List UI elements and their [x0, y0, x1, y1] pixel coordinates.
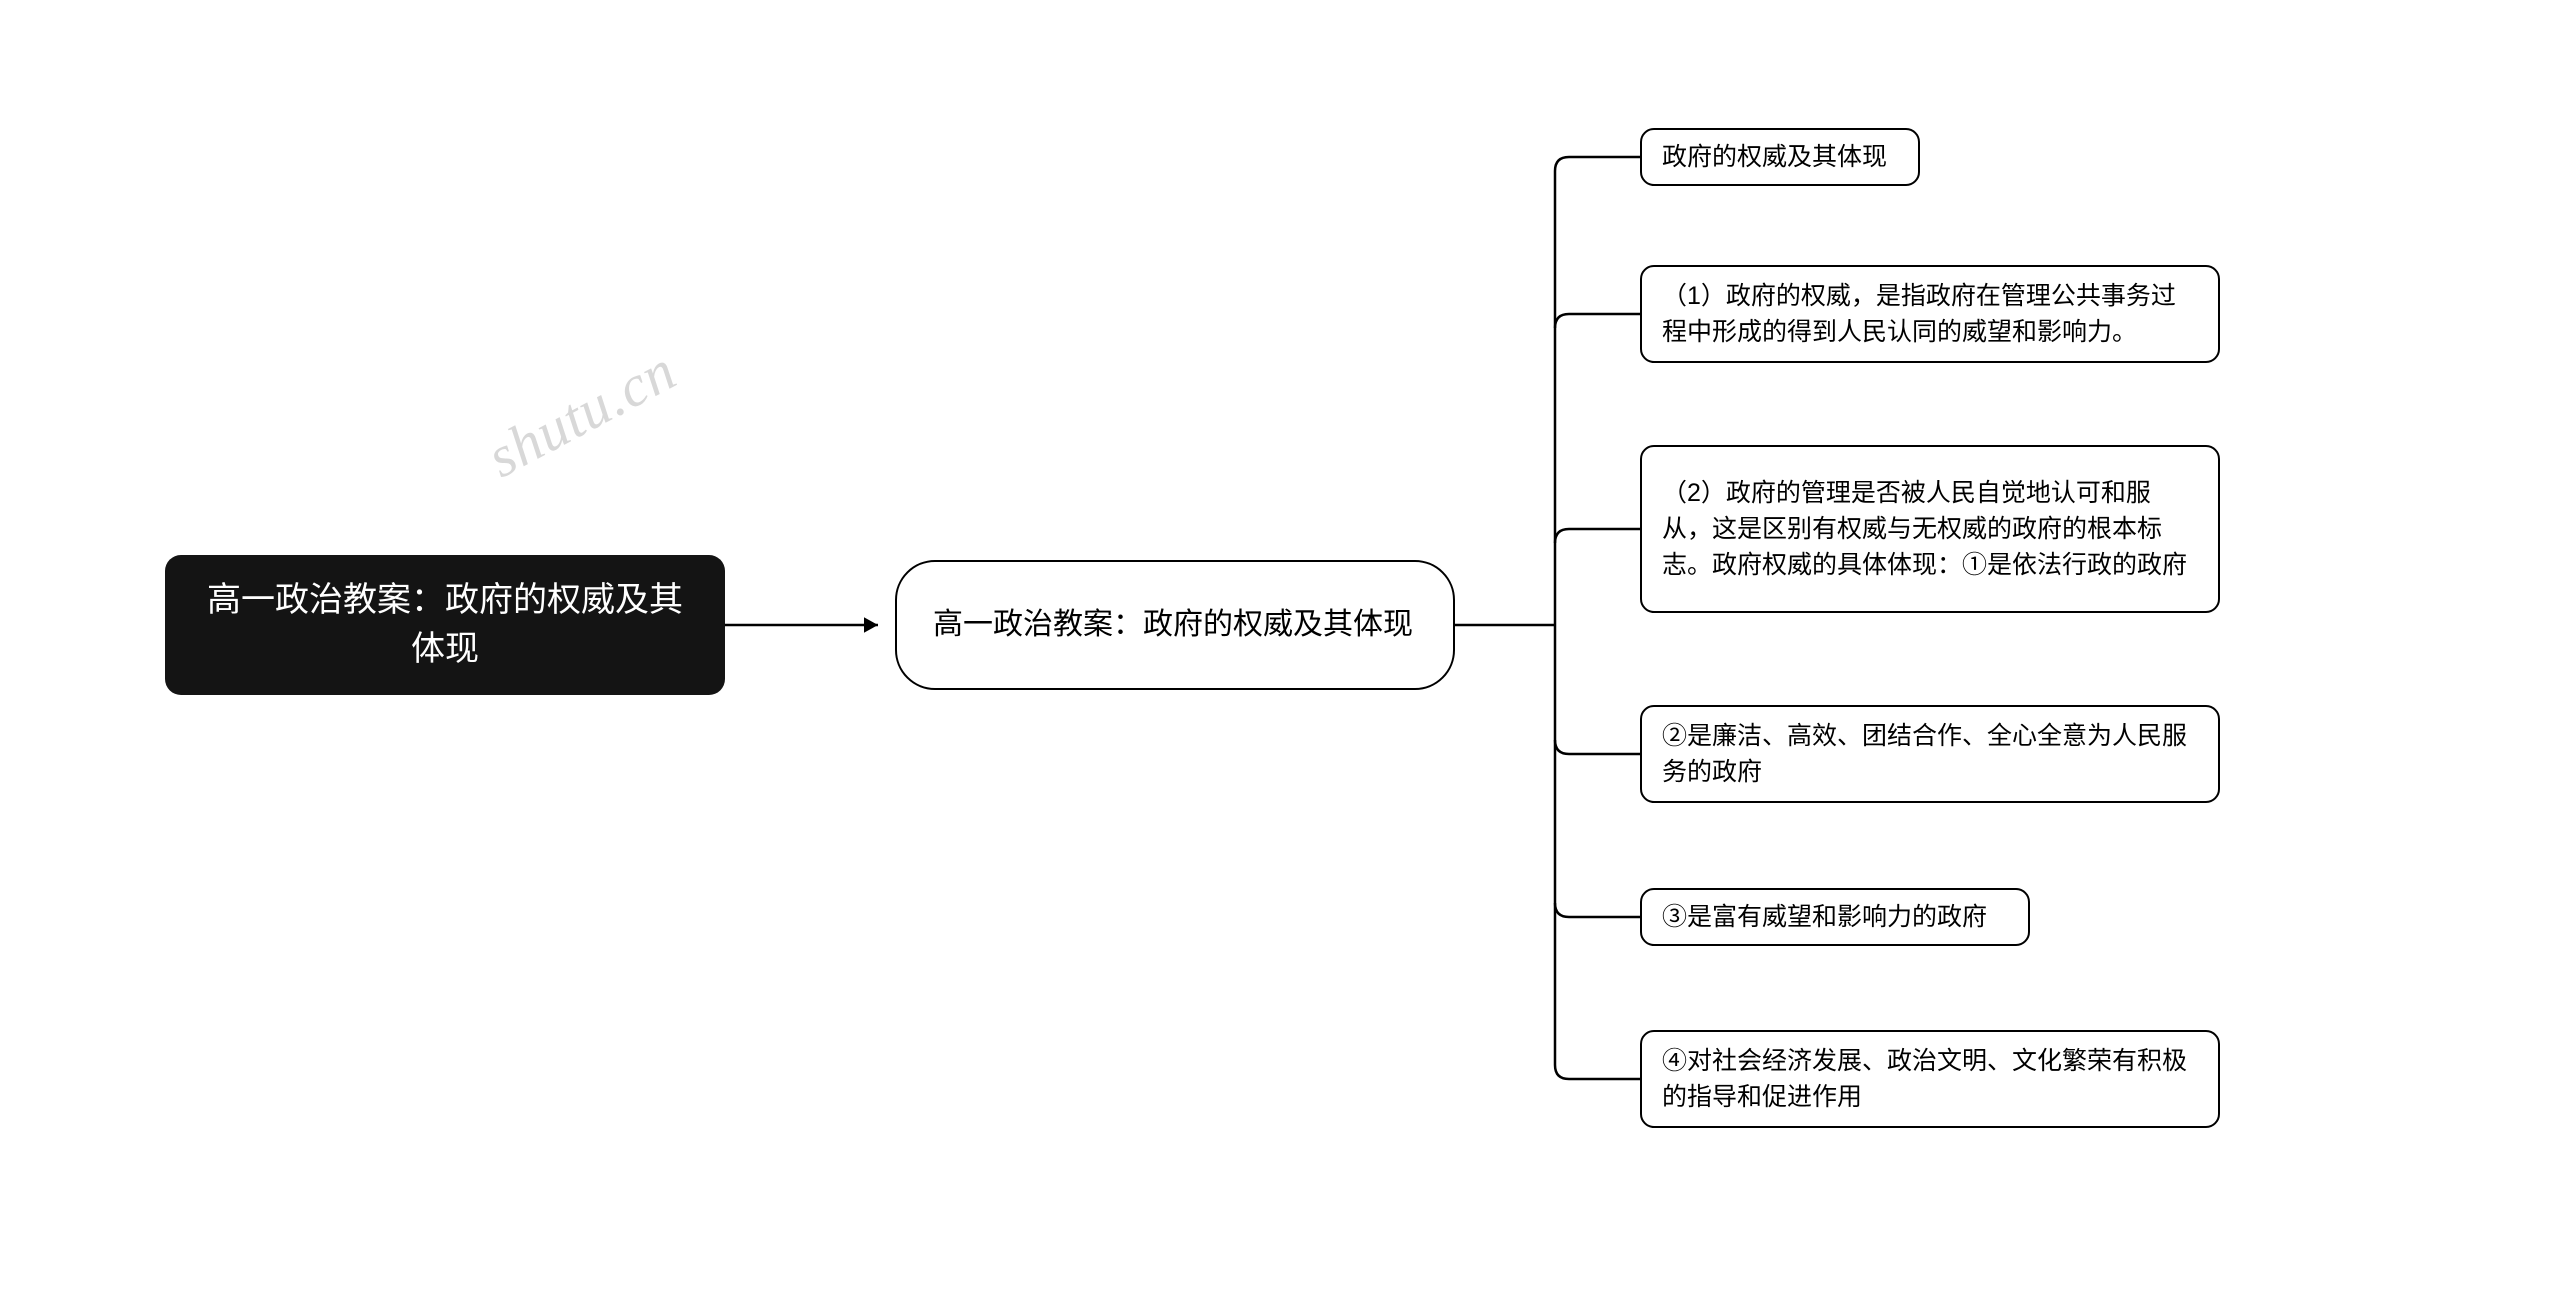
mid-node: 高一政治教案：政府的权威及其体现: [895, 560, 1455, 690]
edge-fanout: [1455, 157, 1640, 1079]
leaf-node-5: ④对社会经济发展、政治文明、文化繁荣有积极的指导和促进作用: [1640, 1030, 2220, 1128]
diagram-canvas: shutu.cn shutu.cn 高一政治教案：政府的权威及其体现 高一政治教…: [0, 0, 2560, 1293]
leaf-node-4: ③是富有威望和影响力的政府: [1640, 888, 2030, 946]
watermark-1: shutu.cn: [476, 336, 687, 490]
leaf-node-2: （2）政府的管理是否被人民自觉地认可和服从，这是区别有权威与无权威的政府的根本标…: [1640, 445, 2220, 613]
edge-root-to-mid: [725, 617, 878, 632]
leaf-node-0: 政府的权威及其体现: [1640, 128, 1920, 186]
leaf-node-3: ②是廉洁、高效、团结合作、全心全意为人民服务的政府: [1640, 705, 2220, 803]
root-node: 高一政治教案：政府的权威及其体现: [165, 555, 725, 695]
edge-arrowhead: [864, 617, 878, 632]
leaf-node-1: （1）政府的权威，是指政府在管理公共事务过程中形成的得到人民认同的威望和影响力。: [1640, 265, 2220, 363]
